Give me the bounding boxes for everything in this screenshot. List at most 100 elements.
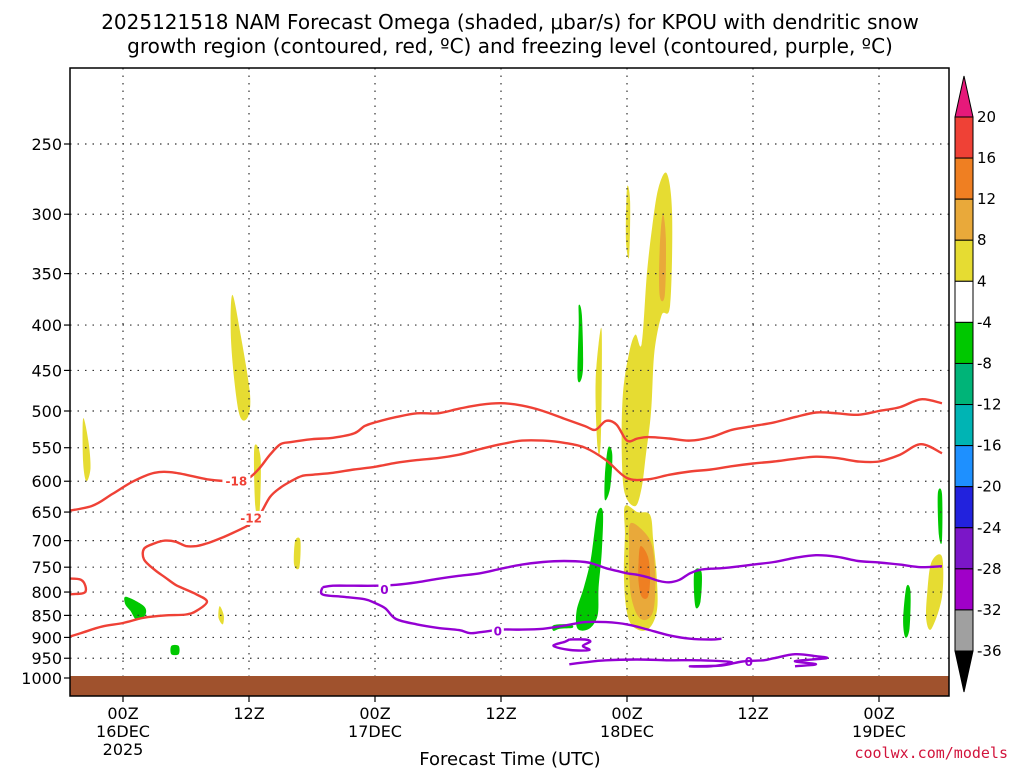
temp-contour-label-0: -18 xyxy=(226,475,248,489)
omega-region-12 xyxy=(925,554,944,630)
colorbar-swatch-5 xyxy=(954,280,974,323)
colorbar-label-5: -4 xyxy=(977,313,992,331)
colorbar-top-arrow xyxy=(954,75,974,118)
x-tick-label-54-1: 18DEC xyxy=(600,722,654,741)
omega-region-10 xyxy=(638,546,651,599)
omega-region-18 xyxy=(903,584,911,638)
y-tick-label-550: 550 xyxy=(31,439,62,458)
colorbar-label-3: 8 xyxy=(977,231,987,249)
colorbar-label-8: -16 xyxy=(977,437,1002,455)
y-tick-label-300: 300 xyxy=(31,205,62,224)
freeze-contour-label-bg-3 xyxy=(378,582,391,597)
omega-region-21 xyxy=(170,644,180,656)
colorbar-swatch-9 xyxy=(954,445,974,488)
x-tick-label-18-0: 12Z xyxy=(233,704,264,723)
omega-shading xyxy=(82,172,944,656)
y-tick-label-1000: 1000 xyxy=(21,669,62,688)
colorbar-swatch-1 xyxy=(954,116,974,159)
colorbar-label-13: -36 xyxy=(977,642,1002,660)
colorbar-swatch-4 xyxy=(954,239,974,282)
freeze-contour-label-4: 0 xyxy=(494,624,502,638)
y-tick-label-250: 250 xyxy=(31,135,62,154)
x-tick-label-6-0: 00Z xyxy=(107,704,138,723)
y-tick-label-400: 400 xyxy=(31,316,62,335)
temp-contour-line-1 xyxy=(70,439,943,638)
omega-region-19 xyxy=(937,488,943,544)
x-axis-label: Forecast Time (UTC) xyxy=(419,749,600,768)
ground-surface xyxy=(70,676,949,696)
y-tick-label-800: 800 xyxy=(31,583,62,602)
colorbar-swatch-10 xyxy=(954,486,974,529)
y-tick-label-650: 650 xyxy=(31,503,62,522)
omega-region-20 xyxy=(124,596,147,621)
y-tick-label-500: 500 xyxy=(31,402,62,421)
temp-contour-label-bg-0 xyxy=(222,474,251,489)
colorbar-label-12: -32 xyxy=(977,601,1002,619)
x-tick-label-66-0: 12Z xyxy=(737,704,768,723)
colorbar: 20 16 12 8 4 -4 -8 -12 -16 -20 -24 -28 -32 -36 xyxy=(954,75,1002,693)
y-tick-label-700: 700 xyxy=(31,532,62,551)
freeze-contour-line-4 xyxy=(319,586,722,641)
omega-region-0 xyxy=(82,418,91,482)
colorbar-swatch-3 xyxy=(954,198,974,241)
colorbar-label-11: -28 xyxy=(977,560,1002,578)
x-tick-label-6-1: 16DEC xyxy=(96,722,150,741)
colorbar-label-6: -8 xyxy=(977,354,992,372)
chart-title-line2: growth region (contoured, red, ºC) and f… xyxy=(127,34,893,58)
colorbar-label-10: -24 xyxy=(977,519,1002,537)
y-tick-label-600: 600 xyxy=(31,472,62,491)
y-tick-label-850: 850 xyxy=(31,606,62,625)
colorbar-label-4: 4 xyxy=(977,272,987,290)
temp-contour-label-1: -12 xyxy=(240,511,262,525)
omega-region-1 xyxy=(230,294,251,421)
y-tick-label-450: 450 xyxy=(31,361,62,380)
x-tick-label-42-0: 12Z xyxy=(485,704,516,723)
colorbar-swatch-6 xyxy=(954,321,974,364)
colorbar-label-0: 20 xyxy=(977,108,996,126)
colorbar-swatch-12 xyxy=(954,568,974,611)
x-tick-label-54-0: 00Z xyxy=(611,704,642,723)
temp-contour-line-2 xyxy=(70,577,88,596)
freeze-contour-line-6 xyxy=(569,652,829,668)
omega-region-13 xyxy=(577,304,584,383)
y-tick-label-950: 950 xyxy=(31,649,62,668)
omega-region-17 xyxy=(693,568,702,609)
colorbar-swatch-2 xyxy=(954,157,974,200)
y-axis: 250 300 350 400 450 500 550 600 650 700 750 800 850 9… xyxy=(21,135,70,688)
plot-frame xyxy=(69,67,950,697)
omega-region-15 xyxy=(575,507,604,631)
temp-contour-label-bg-1 xyxy=(237,510,266,525)
y-tick-label-900: 900 xyxy=(31,628,62,647)
x-tick-label-30-0: 00Z xyxy=(359,704,390,723)
omega-region-2 xyxy=(253,444,261,517)
freeze-contour-label-bg-4 xyxy=(491,623,504,638)
colorbar-label-1: 16 xyxy=(977,149,996,167)
grid-lines xyxy=(70,68,949,679)
x-tick-label-78-1: 19DEC xyxy=(852,722,906,741)
colorbar-swatch-8 xyxy=(954,404,974,447)
y-tick-label-750: 750 xyxy=(31,558,62,577)
omega-region-3 xyxy=(293,537,301,570)
omega-region-6 xyxy=(595,327,602,455)
colorbar-label-9: -20 xyxy=(977,478,1002,496)
colorbar-bottom-arrow xyxy=(954,650,974,693)
x-tick-label-6-2: 2025 xyxy=(103,740,144,759)
colorbar-label-2: 12 xyxy=(977,190,996,208)
freeze-contour-line-3 xyxy=(322,553,943,589)
omega-region-14 xyxy=(604,446,613,501)
omega-region-11 xyxy=(659,214,667,302)
y-tick-label-350: 350 xyxy=(31,265,62,284)
freeze-contour-line-5 xyxy=(552,638,592,652)
colorbar-label-7: -12 xyxy=(977,396,1002,414)
chart-title-line1: 2025121518 NAM Forecast Omega (shaded, μ… xyxy=(101,10,919,34)
x-tick-label-78-0: 00Z xyxy=(863,704,894,723)
temp-contour-line-0 xyxy=(70,398,943,512)
colorbar-swatch-11 xyxy=(954,527,974,570)
freeze-contour-label-3: 0 xyxy=(380,583,388,597)
colorbar-swatch-7 xyxy=(954,362,974,406)
site-credit[interactable]: coolwx.com/models xyxy=(854,744,1008,762)
colorbar-swatch-13 xyxy=(954,609,974,652)
